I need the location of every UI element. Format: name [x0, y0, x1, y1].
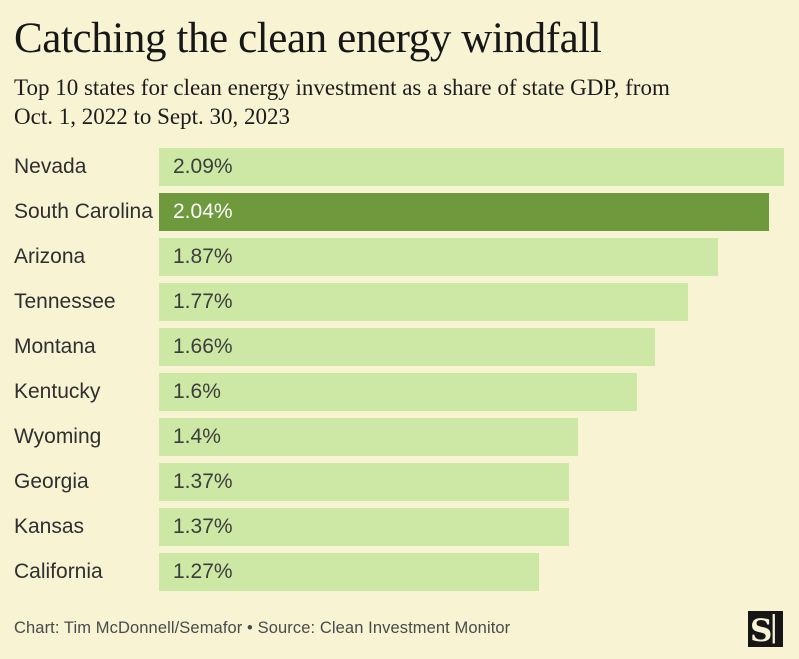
category-label: Montana — [14, 334, 96, 358]
chart-credit: Chart: Tim McDonnell/Semafor • Source: C… — [14, 619, 511, 637]
bar: 1.37% — [159, 462, 569, 501]
category-label: Arizona — [14, 244, 86, 268]
bar: 1.37% — [159, 507, 569, 546]
chart-row: Kentucky 1.6% — [14, 372, 784, 411]
chart-row: South Carolina 2.04% — [14, 192, 784, 231]
page-title: Catching the clean energy windfall — [14, 15, 602, 62]
category-label: Tennessee — [14, 289, 116, 313]
bar-track: 1.6% — [159, 372, 784, 411]
subtitle-line-1: Top 10 states for clean energy investmen… — [14, 74, 670, 100]
svg-text:S: S — [750, 613, 772, 647]
bar-track: 1.66% — [159, 327, 784, 366]
category-label: Georgia — [14, 469, 89, 493]
value-label: 2.04% — [173, 199, 233, 223]
bar-track: 1.4% — [159, 417, 784, 456]
chart-row: Tennessee 1.77% — [14, 282, 784, 321]
semafor-logo: S — [747, 610, 784, 649]
bar: 1.27% — [159, 552, 539, 591]
category-label: Kentucky — [14, 379, 101, 403]
value-label: 1.37% — [173, 469, 233, 493]
bar-track: 1.27% — [159, 552, 784, 591]
chart-row: Georgia 1.37% — [14, 462, 784, 501]
chart-row: California 1.27% — [14, 552, 784, 591]
category-label: California — [14, 559, 103, 583]
bar-track: 1.77% — [159, 282, 784, 321]
bar-highlighted: 2.04% — [159, 192, 770, 231]
chart-row: Montana 1.66% — [14, 327, 784, 366]
value-label: 1.87% — [173, 244, 233, 268]
value-label: 2.09% — [173, 154, 233, 178]
bar: 1.77% — [159, 282, 689, 321]
chart-row: Arizona 1.87% — [14, 237, 784, 276]
chart-row: Kansas 1.37% — [14, 507, 784, 546]
bar-track: 1.87% — [159, 237, 784, 276]
category-label: Nevada — [14, 154, 87, 178]
category-label: Kansas — [14, 514, 85, 538]
value-label: 1.27% — [173, 559, 233, 583]
chart-header: Catching the clean energy windfall Top 1… — [14, 12, 784, 132]
value-label: 1.37% — [173, 514, 233, 538]
bar-track: 2.09% — [159, 147, 784, 186]
category-label: South Carolina — [14, 199, 153, 223]
bar-track: 1.37% — [159, 507, 784, 546]
bar: 1.87% — [159, 237, 719, 276]
chart-subtitle: Top 10 states for clean energy investmen… — [14, 73, 784, 132]
value-label: 1.4% — [173, 424, 221, 448]
value-label: 1.77% — [173, 289, 233, 313]
value-label: 1.66% — [173, 334, 233, 358]
bar: 1.4% — [159, 417, 578, 456]
bar-track: 1.37% — [159, 462, 784, 501]
value-label: 1.6% — [173, 379, 221, 403]
category-label: Wyoming — [14, 424, 102, 448]
chart-row: Nevada 2.09% — [14, 147, 784, 186]
subtitle-line-2: Oct. 1, 2022 to Sept. 30, 2023 — [14, 104, 290, 130]
bar: 1.6% — [159, 372, 638, 411]
bar: 1.66% — [159, 327, 656, 366]
bar-track: 2.04% — [159, 192, 784, 231]
bar-chart: Nevada 2.09% South Carolina 2.04% Arizona 1.8… — [14, 147, 784, 598]
bar: 2.09% — [159, 147, 784, 186]
chart-footer: Chart: Tim McDonnell/Semafor • Source: C… — [14, 610, 784, 649]
chart-row: Wyoming 1.4% — [14, 417, 784, 456]
